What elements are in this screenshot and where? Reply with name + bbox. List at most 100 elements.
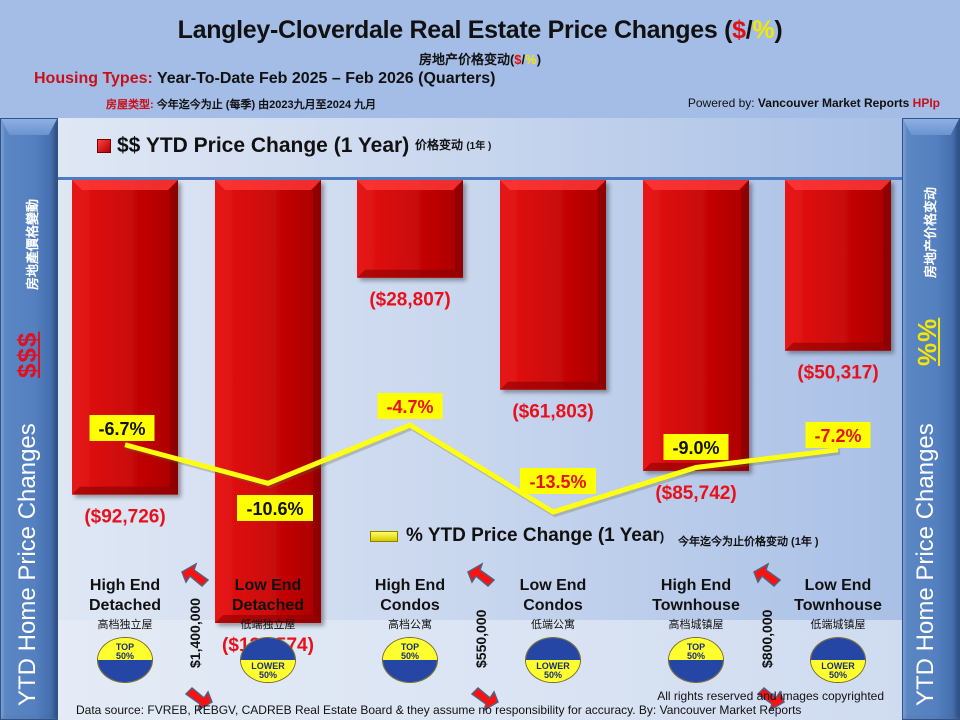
segment-chinese: 低端独立屋: [240, 619, 296, 631]
chart-panel: [58, 118, 902, 720]
red-swatch-icon: [97, 139, 111, 153]
segment-1: Low End Detached 低端独立屋: [198, 576, 338, 632]
arrow-up-left-icon: [753, 562, 782, 588]
percent-legend-chinese: 今年迄今为止价格变动 (1年 ): [678, 536, 819, 548]
segment-title-line2: Condos: [523, 597, 583, 614]
pct-label-text: -6.7%: [98, 419, 145, 439]
segment-title: High End Detached: [55, 576, 195, 616]
pct-label-box: [237, 495, 313, 521]
bar: [357, 180, 463, 278]
segment-title-line1: Low End: [234, 577, 302, 594]
segment-chinese: 高档城镇屋: [668, 619, 724, 631]
lower-50-badge-icon: LOWER 50%: [810, 637, 866, 683]
segment-2: High End Condos 高档公寓: [340, 576, 480, 632]
segment-title-line1: High End: [89, 577, 161, 594]
top-50-badge-icon: TOP 50%: [382, 637, 438, 683]
segment-chinese: 低端公寓: [531, 619, 575, 631]
segment-title-line1: Low End: [804, 577, 872, 594]
zero-axis-line: [58, 177, 902, 180]
bar-bevel-bottom: [500, 381, 606, 390]
bar-value-label: ($28,807): [369, 290, 450, 311]
bar-bevel-bottom: [72, 486, 178, 495]
bar-bevel: [72, 180, 178, 190]
threshold-arrows: [753, 562, 785, 712]
pct-label-text: -10.6%: [246, 499, 303, 519]
pct-label-text: -9.0%: [672, 438, 719, 458]
arrow-up-left-icon: [181, 562, 210, 588]
bar-5: [785, 180, 891, 351]
segment-title-line2: Townhouse: [794, 597, 882, 614]
page-title: Langley-Cloverdale Real Estate Price Cha…: [177, 16, 783, 44]
bar: [215, 180, 321, 624]
bar: [72, 180, 178, 495]
pct-label-box: [663, 434, 729, 460]
pct-label: -4.7%: [377, 393, 443, 419]
segment-title: Low End Townhouse: [768, 576, 908, 616]
arrow-up-left-icon: [467, 562, 496, 588]
bar-value-label: ($85,742): [655, 483, 736, 504]
segment-4: High End Townhouse 高档城镇屋: [626, 576, 766, 632]
segment-title: Low End Condos: [483, 576, 623, 616]
bar-bevel-side: [598, 180, 606, 390]
yellow-swatch-icon: [370, 530, 398, 542]
segment-chinese: 高档公寓: [388, 619, 432, 631]
powered-by: Powered by: Vancouver Market Reports HPI…: [687, 96, 940, 110]
housing-types-chinese: 房屋类型: 今年迄今为止 (每季) 由2023九月至2024 九月: [106, 99, 377, 111]
arrow-down-right-icon: [470, 686, 499, 712]
arrow-down-right-icon: [184, 686, 213, 712]
arrow-down-right-icon: [756, 686, 785, 712]
threshold-arrows: [181, 562, 213, 712]
pct-label-text: -4.7%: [386, 397, 433, 417]
bar-2: [357, 180, 463, 278]
bar-bevel-bottom: [215, 615, 321, 624]
pct-label-text: -13.5%: [529, 472, 586, 492]
rights-notice: All rights reserved and images copyright…: [657, 689, 884, 703]
segment-chinese: 低端城镇屋: [810, 619, 866, 631]
top-50-badge-icon: TOP 50%: [668, 637, 724, 683]
data-source: Data source: FVREB, REBGV, CADREB Real E…: [76, 703, 802, 717]
bar-bevel: [215, 180, 321, 190]
bar-bevel-side: [455, 180, 463, 278]
pct-label-box: [805, 422, 871, 448]
bar-bevel-side: [883, 180, 891, 351]
bar-1: [215, 180, 321, 624]
segment-title-line2: Detached: [88, 597, 162, 614]
bar-3: [500, 180, 606, 390]
segment-title: High End Condos: [340, 576, 480, 616]
lower-50-badge-icon: LOWER 50%: [240, 637, 296, 683]
pct-label: -7.2%: [805, 422, 871, 448]
pct-label: -9.0%: [663, 434, 729, 460]
bar: [500, 180, 606, 390]
segment-title-line2: Detached: [231, 597, 305, 614]
segment-title: Low End Detached: [198, 576, 338, 616]
pct-label-text: -7.2%: [814, 426, 861, 446]
segment-title-line1: High End: [660, 577, 732, 594]
pct-label-box: [89, 415, 155, 441]
segment-chinese: 高档独立屋: [97, 619, 153, 631]
bar-bevel-side: [170, 180, 178, 495]
housing-types-line: Housing Types: Year-To-Date Feb 2025 – F…: [34, 70, 496, 87]
pct-label: -13.5%: [520, 468, 596, 494]
subtitle-chinese: 房地产价格变动($/%): [418, 52, 542, 67]
bar-4: [643, 180, 749, 471]
segment-title-line1: High End: [374, 577, 446, 594]
pct-line: [124, 422, 839, 515]
bar-value-label: ($92,726): [84, 507, 165, 528]
bar-bevel-bottom: [785, 342, 891, 351]
percent-legend: % YTD Price Change (1 Year): [370, 525, 664, 547]
bar-bevel-side: [313, 180, 321, 624]
bar-bevel-side: [741, 180, 749, 471]
bar-bevel: [643, 180, 749, 190]
segment-title-line1: Low End: [519, 577, 587, 594]
segment-3: Low End Condos 低端公寓: [483, 576, 623, 632]
bar-bevel: [500, 180, 606, 190]
pct-label: -10.6%: [237, 495, 313, 521]
bar-bevel: [357, 180, 463, 190]
bar-bevel-bottom: [357, 269, 463, 278]
pct-label: -6.7%: [89, 415, 155, 441]
bar-value-label: ($50,317): [797, 363, 878, 384]
dollar-legend-chinese: 价格变动 (1年 ): [415, 138, 492, 152]
bar: [785, 180, 891, 351]
bar-0: [72, 180, 178, 495]
segment-title-line2: Townhouse: [652, 597, 740, 614]
